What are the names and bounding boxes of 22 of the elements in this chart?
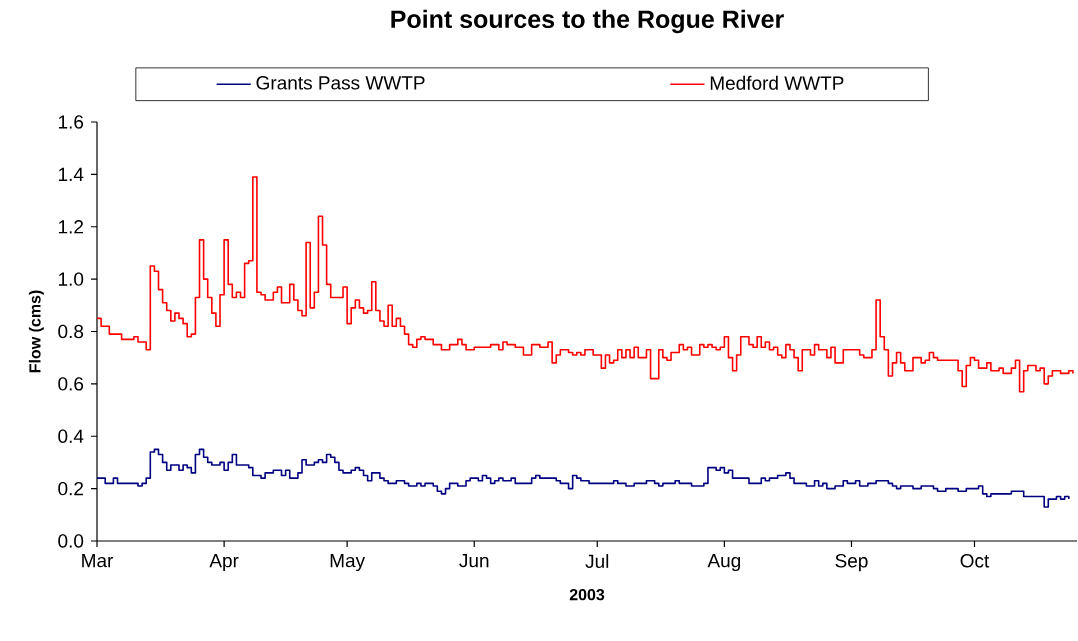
y-tick-label: 0.2: [58, 481, 83, 496]
y-axis-title: Flow (cms): [28, 290, 44, 373]
x-tick-label: Mar: [82, 554, 114, 568]
y-tick-label: 1.2: [58, 220, 83, 234]
x-tick-label: Apr: [209, 554, 239, 572]
x-tick-label: Sep: [835, 554, 868, 572]
y-tick-label: 0.4: [58, 429, 84, 443]
y-tick-label: 1.0: [58, 272, 84, 286]
legend-label: Medford WWTP: [710, 75, 844, 90]
x-tick-label: Jul: [585, 554, 609, 569]
y-tick-label: 0.6: [58, 377, 84, 391]
y-tick-label: 0.8: [58, 324, 84, 339]
x-tick-label: Jun: [459, 554, 489, 568]
y-tick-label: 1.6: [58, 115, 84, 129]
x-tick-label: May: [330, 554, 366, 572]
y-tick-label: 0.0: [58, 534, 84, 548]
legend-label: Grants Pass WWTP: [256, 76, 425, 90]
chart-title: Point sources to the Rogue River: [391, 9, 784, 34]
x-tick-label: Aug: [707, 554, 741, 572]
x-axis-title: 2003: [569, 589, 605, 601]
y-tick-label: 1.4: [58, 167, 84, 181]
x-tick-label: Oct: [960, 554, 990, 568]
